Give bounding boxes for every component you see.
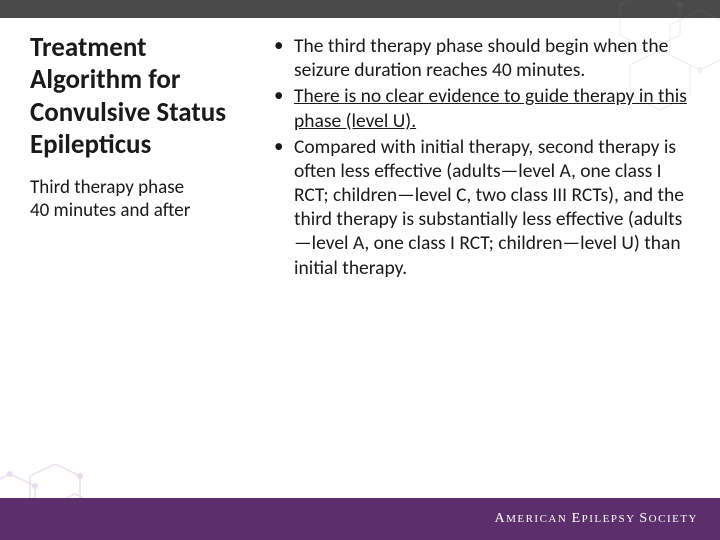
top-bar (0, 0, 720, 18)
bullet-text: The third therapy phase should begin whe… (294, 34, 668, 82)
footer-org-name: AMERICAN EPILEPSY SOCIETY (494, 511, 698, 527)
bullet-text: Compared with initial therapy, second th… (294, 135, 684, 280)
right-column: The third therapy phase should begin whe… (268, 32, 694, 282)
bullet-text: There is no clear evidence to guide ther… (294, 84, 687, 132)
bullet-item: The third therapy phase should begin whe… (268, 34, 694, 82)
subtitle-line-1: Third therapy phase (30, 176, 242, 200)
slide-subtitle: Third therapy phase 40 minutes and after (30, 176, 242, 224)
left-column: Treatment Algorithm for Convulsive Statu… (30, 32, 242, 282)
bullet-item: There is no clear evidence to guide ther… (268, 84, 694, 132)
footer-bar: AMERICAN EPILEPSY SOCIETY (0, 498, 720, 540)
content-area: Treatment Algorithm for Convulsive Statu… (0, 18, 720, 282)
bullet-item: Compared with initial therapy, second th… (268, 135, 694, 280)
slide-title: Treatment Algorithm for Convulsive Statu… (30, 32, 242, 162)
subtitle-line-2: 40 minutes and after (30, 199, 242, 223)
bullet-list: The third therapy phase should begin whe… (268, 34, 694, 280)
